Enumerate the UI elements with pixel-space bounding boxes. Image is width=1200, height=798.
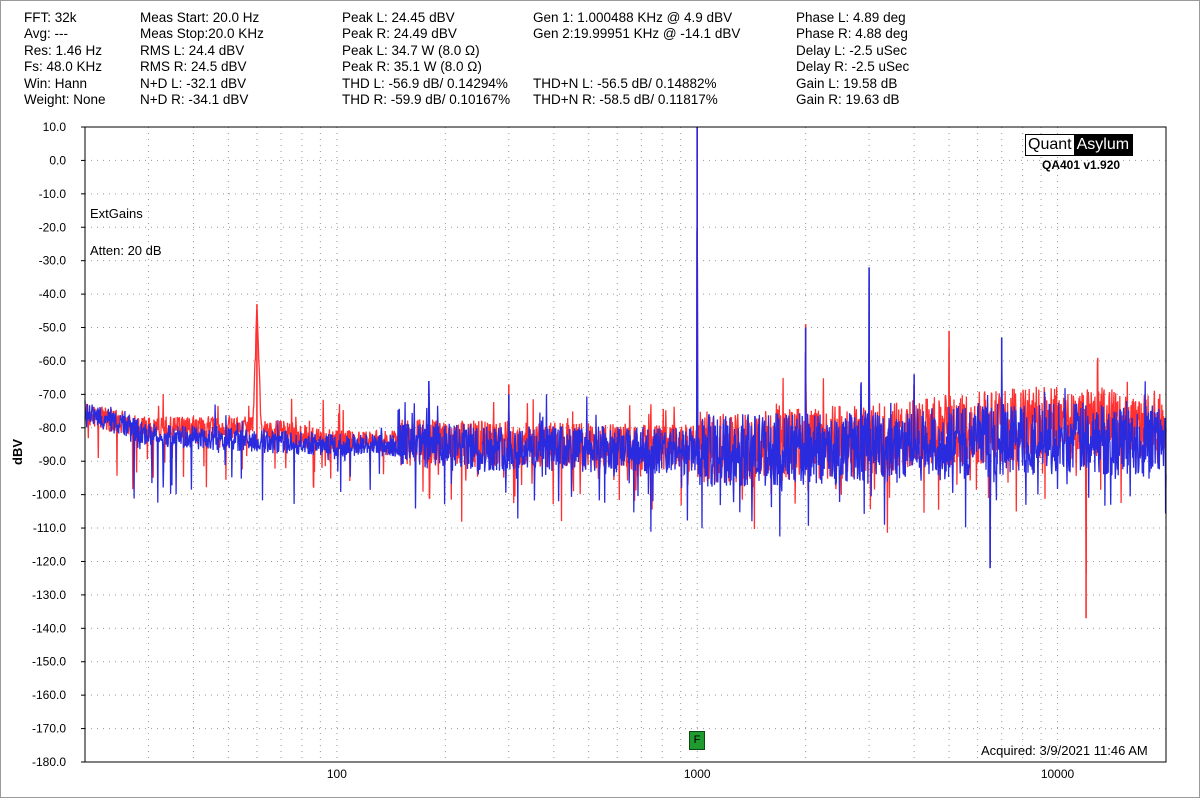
spectrum-traces [84,127,1167,619]
y-tick-label: -140.0 [32,621,66,635]
x-tick-label: 100 [327,767,347,781]
logo-part1: Quant [1026,135,1074,155]
header-col2-line: N+D R: -34.1 dBV [140,92,249,107]
y-tick-label: -170.0 [32,722,66,736]
header-col5-line: Gain L: 19.58 dB [796,75,898,91]
header-col1-line: Weight: None [24,92,106,107]
version-label: QA401 v1.920 [1042,158,1121,172]
header-col1-line: Res: 1.46 Hz [24,42,103,58]
y-tick-label: -50.0 [39,321,67,335]
y-tick-label: -30.0 [39,254,67,268]
header-col1-line: FFT: 32k [24,10,77,25]
x-tick-label: 1000 [684,767,711,781]
header-col2-line: N+D L: -32.1 dBV [140,75,247,91]
x-tick-label: 10000 [1041,767,1075,781]
header-col4-line: Gen 2:19.99951 KHz @ -14.1 dBV [533,26,741,42]
header-col1-line: Fs: 48.0 KHz [24,59,103,75]
logo-part2: Asylum [1073,135,1133,155]
header-col3-line: Peak L: 34.7 W (8.0 Ω) [342,43,480,58]
y-tick-label: -120.0 [32,554,66,568]
header-col4-line: Gen 1: 1.000488 KHz @ 4.9 dBV [533,10,733,25]
y-axis-ticks: 10.0 0.0 -10.0 -20.0 -30.0 -40.0 -50.0 -60.0 -70… [32,120,85,769]
y-axis-label: dBV [10,439,25,465]
header-col5-line: Phase L: 4.89 deg [796,10,906,25]
series-right-trace [84,231,1167,565]
y-tick-label: -150.0 [32,655,66,669]
atten-label: Atten: 20 dB [90,243,162,258]
y-tick-label: -130.0 [32,588,66,602]
y-tick-label: -160.0 [32,688,66,702]
header-col1-line: Win: Hann [24,75,88,91]
ext-gains-label: ExtGains [90,206,143,221]
frequency-marker[interactable]: F [689,731,705,750]
header-col5-line: Delay R: -2.5 uSec [796,59,910,75]
header-col3-line: THD R: -59.9 dB/ 0.10167% [342,92,511,107]
y-tick-label: 10.0 [43,120,67,134]
y-tick-label: -110.0 [33,521,66,535]
header-col2-line: Meas Start: 20.0 Hz [140,10,260,25]
x-axis-ticks: 100 1000 10000 [327,767,1075,781]
y-tick-label: -100.0 [32,488,66,502]
y-tick-label: -20.0 [39,220,67,234]
plot-border [84,126,1167,763]
header-col5-line: Gain R: 19.63 dB [796,92,900,107]
quantasylum-logo: Quant Asylum [1025,134,1134,156]
y-tick-label: -80.0 [39,421,67,435]
header-col1-line: Avg: --- [24,26,69,42]
header-col3-line: Peak R: 24.49 dBV [342,26,457,41]
header-col2-line: Meas Stop:20.0 KHz [140,26,264,42]
series-left-trace [84,227,1167,574]
header-col4-line: THD+N L: -56.5 dB/ 0.14882% [533,75,717,91]
header-col3-line: Peak L: 24.45 dBV [342,10,455,25]
y-tick-label: -90.0 [39,454,67,468]
header-col3-line: THD L: -56.9 dB/ 0.14294% [342,76,508,91]
y-tick-label: 0.0 [49,153,66,167]
header-col5-line: Phase R: 4.88 deg [796,26,908,42]
y-tick-label: -180.0 [32,755,66,769]
header-col2-line: RMS L: 24.4 dBV [140,42,245,58]
y-tick-label: -40.0 [39,287,67,301]
y-tick-label: -60.0 [39,354,67,368]
y-tick-label: -70.0 [39,387,67,401]
header-col2-line: RMS R: 24.5 dBV [140,59,247,75]
header-col4-line: THD+N R: -58.5 dB/ 0.11817% [533,92,718,107]
y-tick-label: -10.0 [39,187,67,201]
header-col5-line: Delay L: -2.5 uSec [796,42,908,58]
acquired-timestamp: Acquired: 3/9/2021 11:46 AM [981,743,1148,758]
header-col3-line: Peak R: 35.1 W (8.0 Ω) [342,59,482,74]
